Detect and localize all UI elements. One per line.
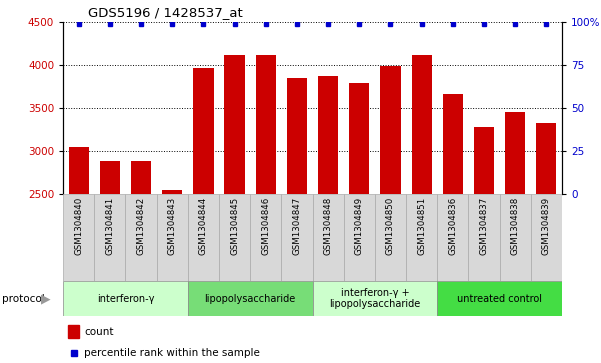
Bar	[188, 281, 313, 316]
Bar	[287, 78, 307, 363]
Bar	[69, 147, 89, 363]
Text: GSM1304848: GSM1304848	[323, 197, 332, 255]
Text: GSM1304842: GSM1304842	[136, 197, 145, 255]
Bar	[126, 194, 157, 281]
Bar	[131, 162, 151, 363]
Text: GSM1304836: GSM1304836	[448, 197, 457, 255]
Bar	[255, 54, 276, 363]
Bar	[536, 123, 557, 363]
Text: untreated control: untreated control	[457, 294, 542, 303]
Text: GSM1304844: GSM1304844	[199, 197, 208, 255]
Text: GSM1304841: GSM1304841	[105, 197, 114, 255]
Text: percentile rank within the sample: percentile rank within the sample	[84, 348, 260, 358]
Bar	[157, 194, 188, 281]
Text: ▶: ▶	[41, 292, 50, 305]
Bar	[281, 194, 313, 281]
Text: GSM1304846: GSM1304846	[261, 197, 270, 255]
Text: GSM1304850: GSM1304850	[386, 197, 395, 255]
Text: GSM1304837: GSM1304837	[480, 197, 489, 255]
Bar	[344, 194, 375, 281]
Bar	[313, 194, 344, 281]
Bar	[438, 194, 468, 281]
Bar	[438, 281, 562, 316]
Bar	[375, 194, 406, 281]
Bar	[94, 194, 126, 281]
Text: count: count	[84, 327, 114, 337]
Bar	[505, 112, 525, 363]
Text: lipopolysaccharide: lipopolysaccharide	[204, 294, 296, 303]
Bar	[68, 325, 79, 338]
Bar	[162, 190, 182, 363]
Bar	[499, 194, 531, 281]
Bar	[468, 194, 499, 281]
Bar	[100, 162, 120, 363]
Bar	[318, 76, 338, 363]
Text: GSM1304838: GSM1304838	[511, 197, 520, 255]
Text: interferon-γ: interferon-γ	[97, 294, 154, 303]
Text: GSM1304839: GSM1304839	[542, 197, 551, 255]
Text: interferon-γ +
lipopolysaccharide: interferon-γ + lipopolysaccharide	[329, 288, 421, 309]
Text: GSM1304843: GSM1304843	[168, 197, 177, 255]
Text: protocol: protocol	[2, 294, 44, 303]
Bar	[194, 68, 213, 363]
Bar	[63, 281, 188, 316]
Text: GSM1304849: GSM1304849	[355, 197, 364, 255]
Bar	[443, 94, 463, 363]
Bar	[250, 194, 281, 281]
Bar	[63, 194, 94, 281]
Bar	[412, 54, 432, 363]
Text: GSM1304840: GSM1304840	[74, 197, 83, 255]
Bar	[349, 83, 370, 363]
Text: GSM1304845: GSM1304845	[230, 197, 239, 255]
Bar	[188, 194, 219, 281]
Text: GSM1304847: GSM1304847	[293, 197, 302, 255]
Text: GDS5196 / 1428537_at: GDS5196 / 1428537_at	[88, 6, 243, 19]
Bar	[219, 194, 250, 281]
Text: GSM1304851: GSM1304851	[417, 197, 426, 255]
Bar	[224, 54, 245, 363]
Bar	[380, 66, 401, 363]
Bar	[313, 281, 438, 316]
Bar	[531, 194, 562, 281]
Bar	[406, 194, 438, 281]
Bar	[474, 127, 494, 363]
